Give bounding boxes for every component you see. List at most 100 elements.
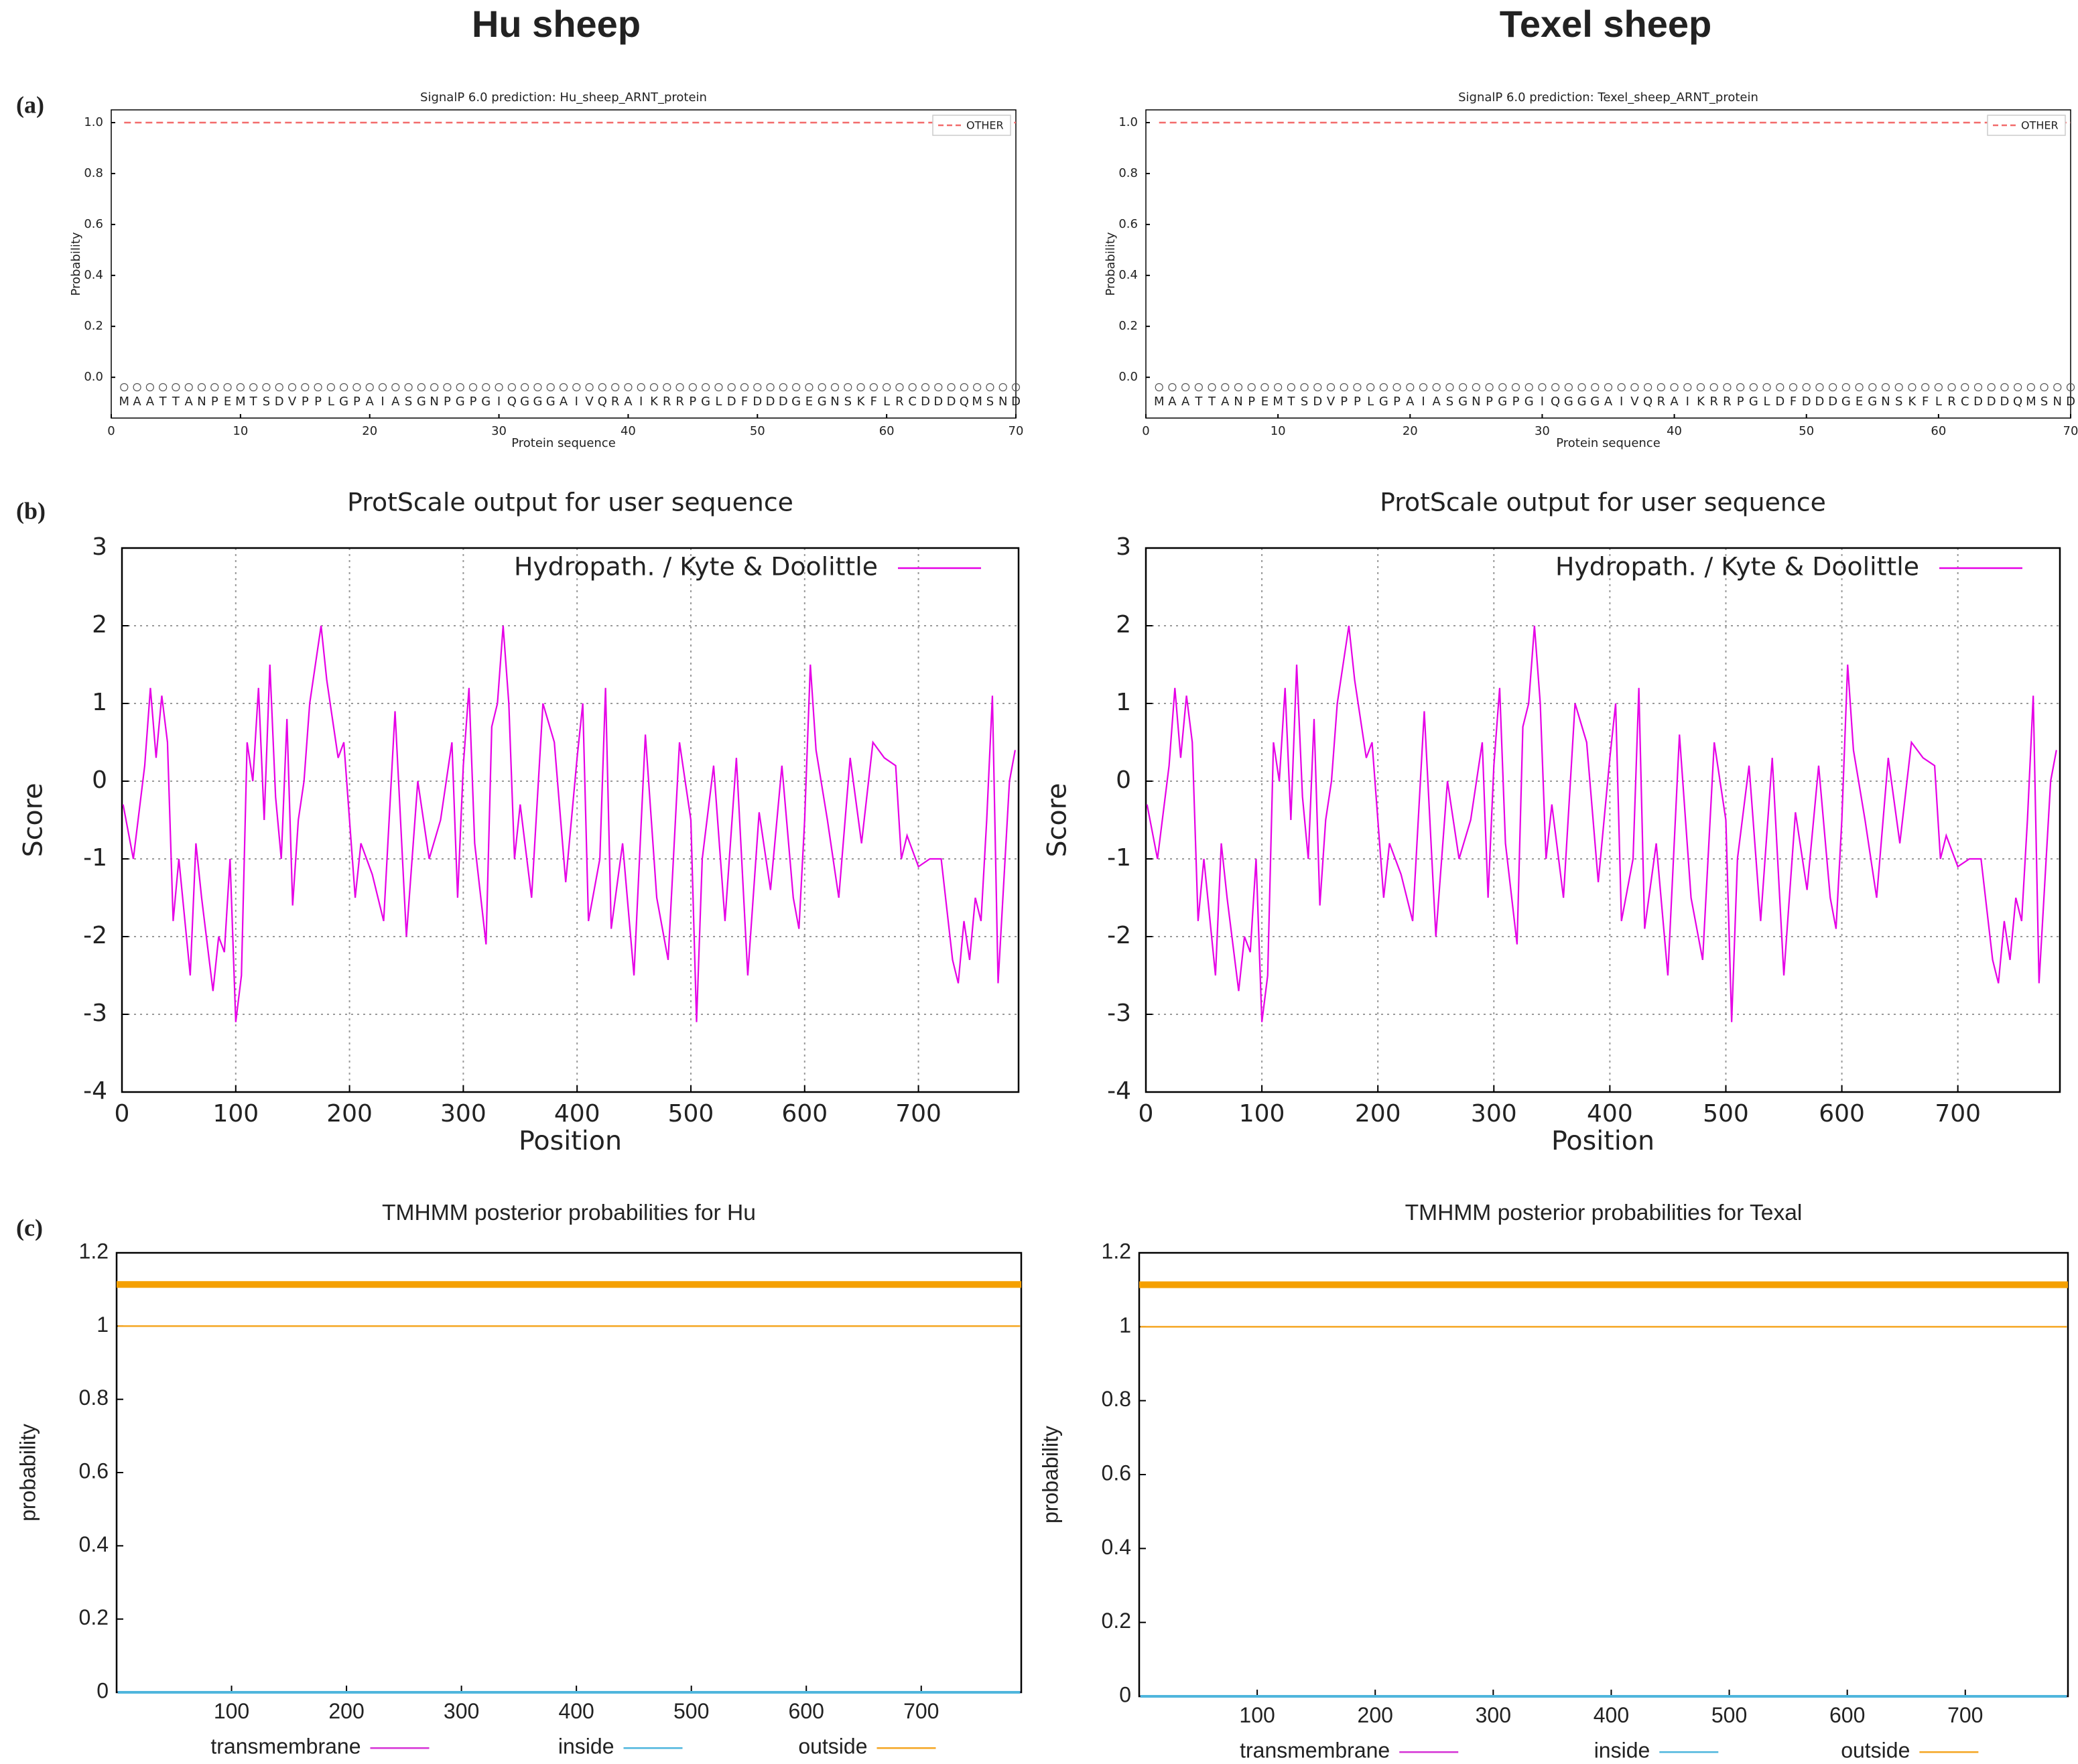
position-marker: [236, 383, 245, 392]
position-marker: [1683, 383, 1692, 392]
y-tick-label: 0.4: [1118, 268, 1138, 282]
sequence-letter: S: [405, 395, 412, 409]
sequence-letter: R: [1657, 395, 1666, 409]
position-marker: [908, 383, 917, 392]
sequence-letter: L: [1367, 395, 1374, 409]
sequence-letter: G: [1868, 395, 1877, 409]
sequence-letter: A: [1406, 395, 1415, 409]
position-marker: [262, 383, 271, 392]
position-marker: [702, 383, 710, 392]
y-tick-label: 1: [96, 1312, 109, 1337]
y-tick-label: 1: [1119, 1313, 1131, 1337]
position-marker: [1326, 383, 1336, 392]
sequence-letter: R: [895, 395, 904, 409]
position-marker: [1630, 383, 1639, 392]
position-marker: [210, 383, 219, 392]
position-marker: [675, 383, 684, 392]
sequence-letter: N: [1472, 395, 1480, 409]
sequence-letter: G: [339, 395, 348, 409]
position-marker: [649, 383, 659, 392]
sequence-letter: G: [1841, 395, 1851, 409]
x-tick-label: 300: [444, 1699, 479, 1723]
position-marker: [1181, 383, 1190, 392]
column-header: Texel sheep: [1500, 3, 1711, 45]
legend-label: Hydropath. / Kyte & Doolittle: [1555, 552, 1919, 582]
y-axis-label: Score: [1042, 783, 1073, 858]
sequence-letter: A: [185, 395, 194, 409]
plot-frame: [1145, 109, 2071, 419]
sequence-letter: P: [1393, 395, 1401, 409]
sequence-letter: G: [1379, 395, 1388, 409]
position-marker: [727, 383, 736, 392]
x-tick-label: 200: [1358, 1703, 1393, 1727]
y-tick-label: 0.4: [84, 268, 103, 282]
column-header: Hu sheep: [472, 3, 641, 45]
sequence-letter: V: [288, 395, 297, 409]
sequence-letter: A: [1433, 395, 1441, 409]
sequence-letter: Q: [1551, 395, 1560, 409]
sequence-letter: M: [1154, 395, 1165, 409]
sequence-letter: A: [1168, 395, 1177, 409]
position-marker: [1379, 383, 1388, 392]
sequence-letter: G: [520, 395, 529, 409]
chart-title: TMHMM posterior probabilities for Hu: [382, 1201, 756, 1225]
position-marker: [895, 383, 904, 392]
y-tick-label: 0: [92, 766, 107, 794]
position-marker: [1234, 383, 1243, 392]
sequence-letter: Q: [2013, 395, 2022, 409]
position-marker: [1168, 383, 1177, 392]
y-tick-label: -1: [83, 844, 107, 872]
position-marker: [572, 383, 581, 392]
x-tick-label: 60: [1931, 424, 1946, 438]
position-marker: [1247, 383, 1256, 392]
y-tick-label: 1.2: [79, 1239, 109, 1263]
position-marker: [301, 383, 310, 392]
position-marker: [869, 383, 878, 392]
sequence-letter: V: [1327, 395, 1336, 409]
position-marker: [611, 383, 620, 392]
x-tick-label: 700: [895, 1100, 941, 1128]
position-marker: [2066, 383, 2075, 392]
sequence-letter: G: [481, 395, 491, 409]
x-tick-label: 60: [879, 424, 895, 438]
sequence-letter: D: [2000, 395, 2009, 409]
y-tick-label: 0.6: [84, 217, 103, 231]
position-marker: [1973, 383, 1983, 392]
y-tick-label: 0.2: [1118, 319, 1138, 333]
sequence-letter: A: [1221, 395, 1230, 409]
position-marker: [2026, 383, 2035, 392]
y-tick-label: 0.8: [1102, 1387, 1131, 1411]
position-marker: [1894, 383, 1903, 392]
sequence-letter: E: [1261, 395, 1269, 409]
series-line: [122, 625, 1016, 1022]
sequence-letter: G: [546, 395, 556, 409]
position-marker: [934, 383, 943, 392]
sequence-letter: S: [1301, 395, 1308, 409]
position-marker: [468, 383, 478, 392]
position-marker: [1696, 383, 1705, 392]
y-tick-label: 3: [1116, 533, 1131, 561]
position-marker: [1353, 383, 1362, 392]
x-tick-label: 0: [107, 424, 115, 438]
sequence-letter: D: [1011, 395, 1021, 409]
position-marker: [197, 383, 206, 392]
sequence-letter: R: [611, 395, 620, 409]
x-tick-label: 20: [1403, 424, 1418, 438]
plot-frame: [121, 547, 1020, 1093]
y-tick-label: 2: [92, 611, 107, 638]
sequence-letter: A: [133, 395, 141, 409]
position-marker: [184, 383, 193, 392]
position-marker: [1802, 383, 1811, 392]
x-tick-label: 0: [115, 1100, 130, 1128]
sequence-letter: A: [624, 395, 633, 409]
y-tick-label: 0.4: [1102, 1535, 1131, 1559]
position-marker: [521, 383, 529, 392]
position-marker: [753, 383, 762, 392]
x-tick-label: 200: [326, 1100, 373, 1128]
position-marker: [792, 383, 801, 392]
sequence-letter: I: [1541, 395, 1544, 409]
position-marker: [120, 383, 129, 392]
position-marker: [352, 383, 361, 392]
y-axis-label: Probability: [1104, 232, 1118, 295]
